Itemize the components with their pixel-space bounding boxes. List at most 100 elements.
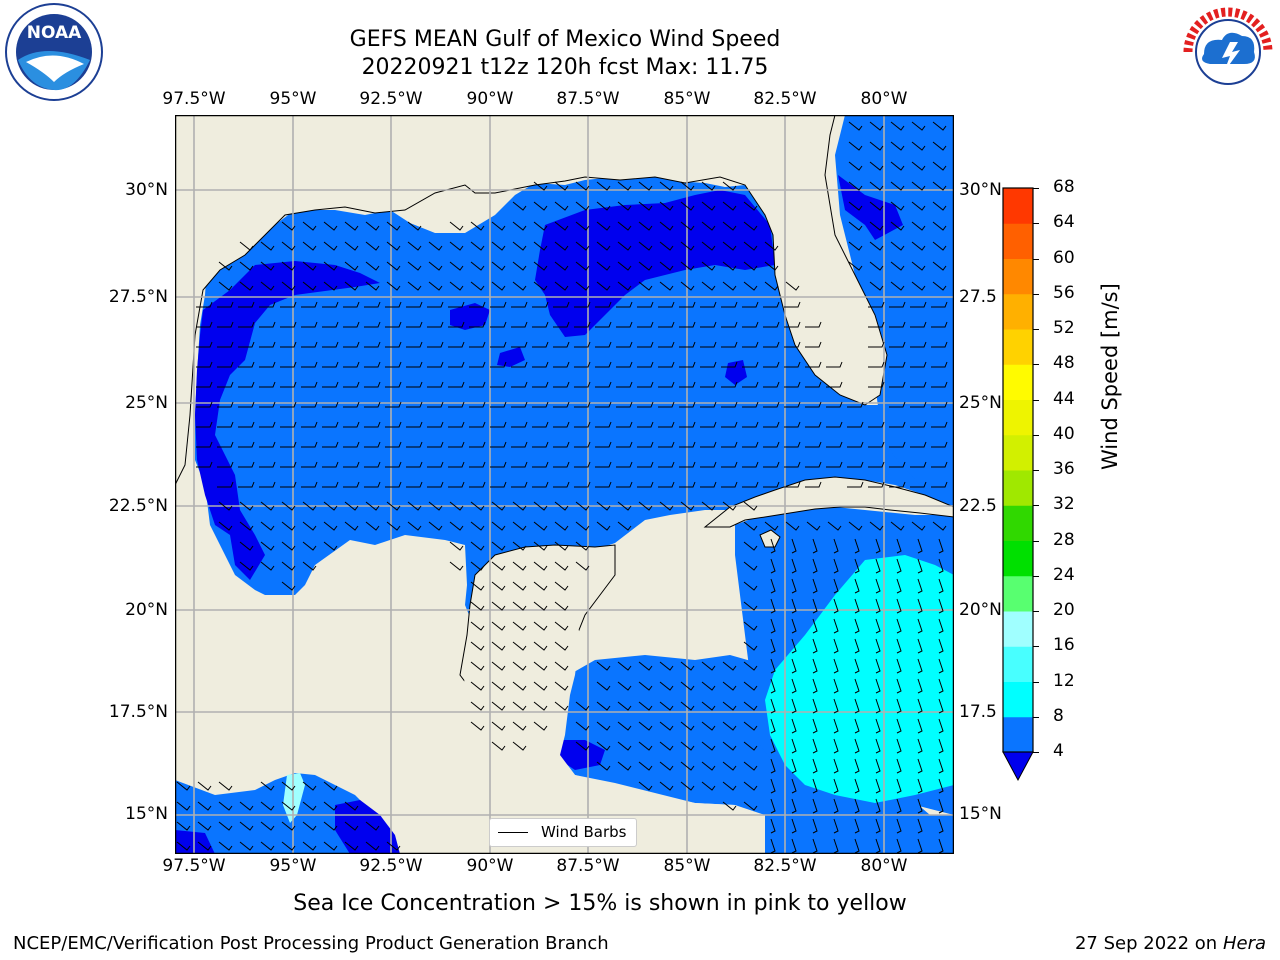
wind-barb xyxy=(889,381,906,388)
wind-barb xyxy=(763,361,780,368)
wind-barb xyxy=(743,201,758,211)
colorbar-tick-mark xyxy=(1033,540,1039,542)
wind-barb xyxy=(875,678,881,694)
wind-barb xyxy=(385,461,402,468)
wind-barb xyxy=(617,181,632,191)
wind-barb xyxy=(890,121,905,131)
wind-barb xyxy=(743,741,758,751)
wind-barb xyxy=(448,401,465,408)
wind-barb xyxy=(701,261,716,271)
wind-barb xyxy=(260,841,275,851)
wind-barb xyxy=(812,818,818,834)
footer-date-text: 27 Sep 2022 on xyxy=(1074,933,1218,954)
wind-barb xyxy=(784,301,801,308)
wind-barb xyxy=(533,261,548,271)
wind-barb xyxy=(791,818,797,834)
wind-barb xyxy=(637,401,654,408)
wind-barb xyxy=(700,481,717,488)
wind-barb xyxy=(721,481,738,488)
y-tick-right: 20°N xyxy=(959,600,1002,620)
wind-barb xyxy=(533,561,548,571)
wind-barb xyxy=(680,221,695,231)
wind-barb xyxy=(281,781,296,791)
wind-barb xyxy=(448,421,465,428)
x-tick-bottom: 87.5°W xyxy=(556,856,620,876)
wind-barb xyxy=(407,261,422,271)
wind-barb xyxy=(449,501,464,511)
wind-barb xyxy=(176,781,191,791)
wind-barb xyxy=(469,441,486,448)
wind-barb xyxy=(826,381,843,388)
wind-barb xyxy=(281,281,296,291)
wind-barb xyxy=(448,441,465,448)
wind-barb xyxy=(637,421,654,428)
wind-barb xyxy=(931,441,948,448)
wind-barb xyxy=(812,658,818,674)
y-tick-right: 15°N xyxy=(959,804,1002,824)
wind-barb xyxy=(595,481,612,488)
wind-barb xyxy=(575,721,590,731)
wind-barb xyxy=(406,481,423,488)
footer-date: 27 Sep 2022 on Hera xyxy=(1075,933,1266,954)
wind-barb xyxy=(784,421,801,428)
x-tick-top: 85°W xyxy=(663,89,711,109)
wind-barb xyxy=(280,461,297,468)
wind-barb xyxy=(812,758,818,774)
wind-barb xyxy=(512,541,527,551)
wind-barb xyxy=(931,481,948,488)
wind-barb xyxy=(470,701,485,711)
wind-barb xyxy=(679,441,696,448)
wind-barb xyxy=(722,781,737,791)
wind-barb xyxy=(617,741,632,751)
wind-barb xyxy=(554,221,569,231)
wind-barb xyxy=(595,381,612,388)
wind-barb xyxy=(512,601,527,611)
wind-barb xyxy=(302,281,317,291)
wind-barb xyxy=(406,401,423,408)
wind-barb xyxy=(743,681,758,691)
wind-barb xyxy=(722,761,737,771)
wind-barb xyxy=(854,558,860,574)
wind-barb xyxy=(833,598,839,614)
wind-barb xyxy=(554,261,569,271)
wind-barb xyxy=(616,381,633,388)
wind-barb xyxy=(575,241,590,251)
wind-barb xyxy=(554,581,569,591)
wind-barb xyxy=(259,441,276,448)
wind-barb xyxy=(364,321,381,328)
wind-barb xyxy=(575,501,590,511)
wind-barb xyxy=(722,701,737,711)
wind-barb xyxy=(854,718,860,734)
wind-barb xyxy=(722,721,737,731)
wind-barb xyxy=(302,521,317,531)
wind-barb xyxy=(911,181,926,191)
wind-barb xyxy=(448,321,465,328)
wind-barb xyxy=(554,521,569,531)
wind-barb xyxy=(680,241,695,251)
wind-barb xyxy=(875,798,881,814)
wind-barb xyxy=(896,818,902,834)
wind-barb xyxy=(595,301,612,308)
wind-barb xyxy=(281,541,296,551)
wind-barb xyxy=(770,578,776,594)
colorbar-tick-mark xyxy=(1033,188,1039,189)
wind-barb xyxy=(449,261,464,271)
wind-barb xyxy=(554,641,569,651)
wind-barb xyxy=(533,701,548,711)
wind-barb xyxy=(595,341,612,348)
wind-barb xyxy=(197,781,212,791)
wind-barb xyxy=(770,758,776,774)
wind-barb xyxy=(322,421,339,428)
wind-barb xyxy=(554,661,569,671)
wind-barb xyxy=(238,321,255,328)
wind-barb xyxy=(260,501,275,511)
wind-barb xyxy=(490,441,507,448)
wind-barb xyxy=(407,521,422,531)
wind-barb xyxy=(868,481,885,488)
wind-barb xyxy=(217,361,234,368)
wind-barb xyxy=(343,441,360,448)
wind-barb xyxy=(470,601,485,611)
wind-barb xyxy=(406,361,423,368)
y-tick-right: 22.5 xyxy=(959,496,997,516)
wind-barb xyxy=(532,381,549,388)
